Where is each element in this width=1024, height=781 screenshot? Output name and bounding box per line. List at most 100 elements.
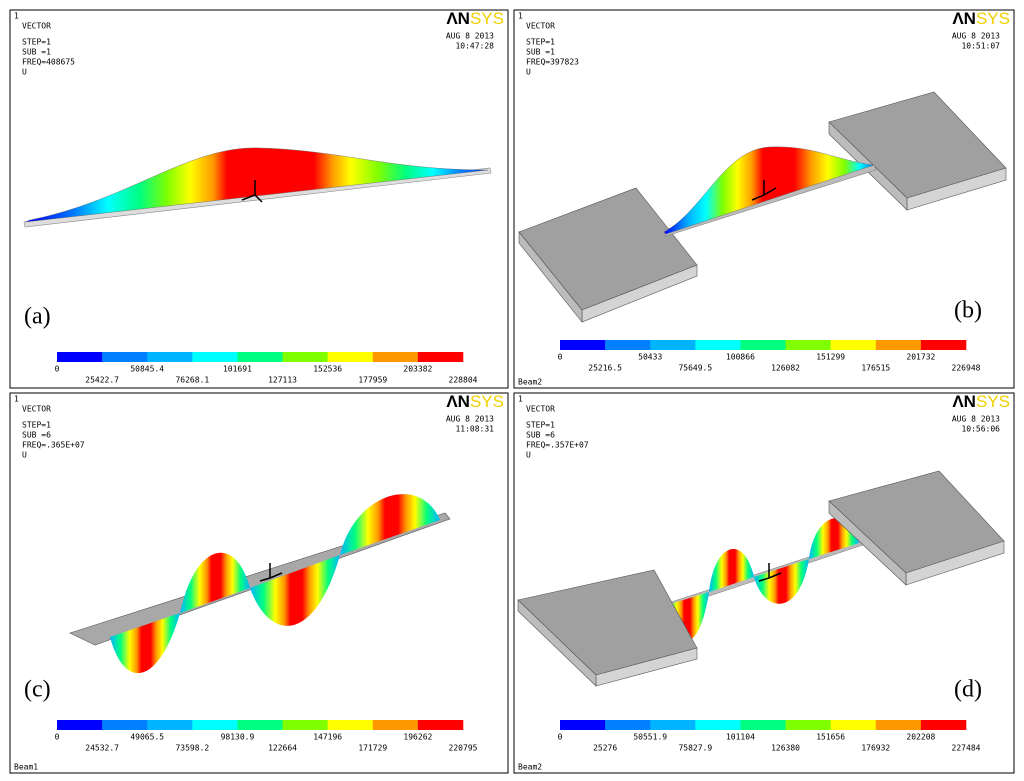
mode-lobe: [340, 494, 440, 555]
header-sub: SUB =1: [526, 48, 555, 57]
legend-label: 100866: [726, 353, 755, 362]
header-step: STEP=1: [526, 38, 555, 47]
logo: ΛNSYS: [952, 392, 1010, 411]
legend-label: 76268.1: [175, 376, 209, 385]
legend-swatch: [920, 720, 967, 730]
mode-shape: [663, 146, 875, 235]
legend-swatch: [237, 352, 283, 362]
mode-lobe: [250, 555, 340, 626]
panel-label: (d): [954, 677, 982, 703]
legend-swatch: [237, 720, 283, 730]
logo-dark: ΛN: [446, 9, 470, 28]
footer: Beam2: [518, 378, 542, 387]
legend-label: 75649.5: [678, 364, 712, 373]
legend-label: 176515: [861, 364, 890, 373]
legend-label: 176932: [861, 744, 890, 753]
legend-swatch: [192, 720, 238, 730]
date: AUG 8 2013: [446, 415, 494, 424]
legend-label: 75827.9: [678, 744, 712, 753]
legend-swatch: [192, 352, 238, 362]
legend-label: 127113: [268, 376, 297, 385]
legend-swatch: [785, 720, 831, 730]
legend-swatch: [102, 720, 148, 730]
legend-label: 49065.5: [130, 733, 164, 742]
legend-swatch: [695, 340, 741, 350]
legend-swatch: [875, 340, 922, 350]
time: 11:08:31: [455, 425, 494, 434]
legend-label: 0: [558, 733, 563, 742]
header-plot: VECTOR: [526, 22, 555, 31]
legend-label: 126380: [771, 744, 800, 753]
header-freq: FREQ=.357E+07: [526, 441, 589, 450]
header-plot: VECTOR: [22, 22, 51, 31]
legend-label: 122664: [268, 744, 297, 753]
mode-lobe: [110, 613, 180, 674]
block-side: [517, 599, 597, 687]
time: 10:56:06: [961, 425, 1000, 434]
legend-label: 202208: [906, 733, 935, 742]
header-sub: SUB =6: [526, 431, 555, 440]
legend-swatch: [830, 720, 877, 730]
logo-light: SYS: [976, 9, 1010, 28]
legend-label: 50845.4: [130, 365, 164, 374]
date: AUG 8 2013: [952, 32, 1000, 41]
header-step: STEP=1: [22, 421, 51, 430]
legend-swatch: [740, 340, 786, 350]
legend-swatch: [57, 720, 103, 730]
legend-swatch: [695, 720, 741, 730]
legend-swatch: [560, 340, 606, 350]
logo: ΛNSYS: [446, 392, 504, 411]
legend-label: 171729: [358, 744, 387, 753]
legend-label: 151656: [816, 733, 845, 742]
header-step: STEP=1: [526, 421, 555, 430]
legend-swatch: [327, 352, 374, 362]
logo-dark: ΛN: [952, 392, 976, 411]
header-plot: VECTOR: [526, 405, 555, 414]
legend-swatch: [830, 340, 877, 350]
legend-swatch: [605, 720, 651, 730]
block-side: [828, 500, 907, 586]
logo-light: SYS: [470, 392, 504, 411]
panel-label: (b): [954, 298, 982, 324]
legend-swatch: [650, 340, 696, 350]
legend-label: 0: [558, 353, 563, 362]
window-number: 1: [14, 12, 19, 21]
window-number: 1: [518, 395, 523, 404]
legend-label: 196262: [403, 733, 432, 742]
legend-swatch: [417, 720, 464, 730]
window-number: 1: [14, 395, 19, 404]
date: AUG 8 2013: [446, 32, 494, 41]
legend-swatch: [920, 340, 967, 350]
footer: Beam1: [14, 763, 38, 772]
legend-label: 101104: [726, 733, 755, 742]
mode-shape: [24, 147, 489, 223]
axis-triad: [751, 180, 777, 201]
legend-swatch: [417, 352, 464, 362]
legend-label: 203382: [403, 365, 432, 374]
header-plot: VECTOR: [22, 405, 51, 414]
header-step: STEP=1: [22, 38, 51, 47]
legend-label: 0: [55, 733, 60, 742]
legend-swatch: [147, 720, 193, 730]
legend-swatch: [740, 720, 786, 730]
time: 10:51:07: [961, 42, 1000, 51]
legend-swatch: [650, 720, 696, 730]
legend-label: 152536: [313, 365, 342, 374]
axis-triad: [758, 563, 782, 582]
axis-triad: [241, 180, 263, 203]
legend-label: 226948: [952, 364, 981, 373]
legend-swatch: [785, 340, 831, 350]
panel-label: (a): [24, 304, 51, 330]
logo-light: SYS: [470, 9, 504, 28]
header-quantity: U: [22, 451, 27, 460]
legend-label: 50433: [638, 353, 662, 362]
header-freq: FREQ=408675: [22, 58, 75, 67]
legend-label: 151299: [816, 353, 845, 362]
legend-swatch: [605, 340, 651, 350]
legend-swatch: [147, 352, 193, 362]
